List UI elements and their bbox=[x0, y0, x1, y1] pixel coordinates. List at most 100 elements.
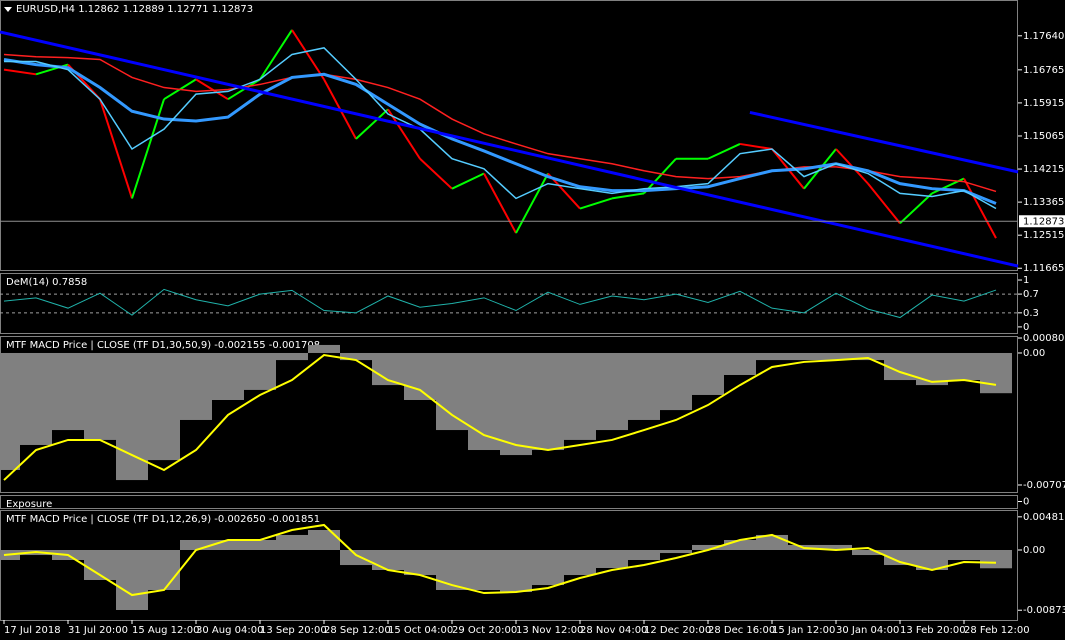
price-segment bbox=[355, 108, 389, 140]
histogram-bar bbox=[0, 352, 20, 470]
histogram-bar bbox=[244, 540, 276, 550]
histogram-bar bbox=[820, 544, 852, 550]
dem-frame bbox=[0, 273, 1018, 334]
histogram-bar bbox=[980, 352, 1012, 394]
histogram-bar bbox=[308, 530, 340, 550]
histogram-bar bbox=[660, 550, 692, 554]
price-segment bbox=[259, 29, 293, 80]
y-tick-label: 0 bbox=[1023, 322, 1029, 333]
histogram-bar bbox=[564, 352, 596, 440]
y-tick-label: 1.14215 bbox=[1023, 164, 1064, 175]
histogram-bar bbox=[532, 352, 564, 451]
price-segment bbox=[515, 173, 549, 234]
histogram-bar bbox=[404, 550, 436, 576]
histogram-bar bbox=[788, 352, 820, 361]
price-segment bbox=[867, 183, 901, 224]
x-tick-label: 30 Aug 04:00 bbox=[196, 625, 263, 636]
price-segment bbox=[451, 172, 485, 190]
last-price-box bbox=[1019, 215, 1065, 228]
y-tick-label: 0.000803 bbox=[1023, 333, 1065, 344]
price-segment bbox=[3, 68, 37, 76]
x-tick-label: 31 Jul 20:00 bbox=[68, 625, 128, 636]
histogram-bar bbox=[436, 352, 468, 431]
trend-line bbox=[0, 30, 1019, 268]
histogram-bar bbox=[340, 550, 372, 566]
menu-icon[interactable] bbox=[4, 7, 12, 12]
x-tick-label: 17 Jul 2018 bbox=[4, 625, 61, 636]
y-tick-label: 1.11665 bbox=[1023, 263, 1064, 274]
panel-title: DeM(14) 0.7858 bbox=[6, 277, 87, 288]
histogram-bar bbox=[52, 352, 84, 431]
histogram-bar bbox=[116, 352, 148, 481]
y-tick-label: 1.12515 bbox=[1023, 230, 1064, 241]
y-tick-label: -0.008733 bbox=[1023, 605, 1065, 616]
price-segment bbox=[963, 178, 997, 239]
histogram-bar bbox=[532, 550, 564, 586]
price-segment bbox=[803, 148, 837, 190]
x-tick-label: 12 Dec 20:00 bbox=[644, 625, 711, 636]
price-segment bbox=[131, 98, 165, 199]
histogram-bar bbox=[244, 352, 276, 390]
line-series bbox=[4, 47, 997, 210]
y-tick-label: 1.13365 bbox=[1023, 197, 1064, 208]
y-tick-label: 0.00 bbox=[1023, 348, 1045, 359]
price-segment bbox=[419, 158, 453, 190]
y-tick-label: 1.16765 bbox=[1023, 65, 1064, 76]
price-segment bbox=[387, 108, 421, 160]
price-segment bbox=[643, 158, 677, 195]
y-tick-label: 1.15915 bbox=[1023, 98, 1064, 109]
exposure-frame bbox=[0, 495, 1018, 509]
x-tick-label: 30 Jan 04:00 bbox=[836, 625, 899, 636]
panel-title: MTF MACD Price | CLOSE (TF D1,12,26,9) -… bbox=[6, 514, 320, 525]
histogram-bar bbox=[372, 550, 404, 570]
x-tick-label: 28 Feb 12:00 bbox=[964, 625, 1030, 636]
line-series bbox=[3, 353, 997, 481]
histogram-bar bbox=[660, 352, 692, 411]
y-tick-label: 0.3 bbox=[1023, 308, 1039, 319]
trend-line bbox=[749, 110, 1019, 174]
line-series bbox=[3, 523, 997, 597]
histogram-bar bbox=[84, 352, 116, 440]
price-segment bbox=[611, 192, 645, 200]
histogram-bar bbox=[468, 352, 500, 451]
histogram-bar bbox=[116, 550, 148, 610]
panel-title: Exposure bbox=[6, 499, 52, 510]
histogram-bar bbox=[436, 550, 468, 590]
price-segment bbox=[99, 98, 133, 199]
x-tick-label: 29 Oct 20:00 bbox=[452, 625, 517, 636]
histogram-bar bbox=[692, 352, 724, 395]
histogram-bar bbox=[564, 550, 596, 576]
histogram-bar bbox=[404, 352, 436, 401]
histogram-bar bbox=[340, 352, 372, 361]
price-segment bbox=[899, 192, 933, 225]
histogram-bar bbox=[276, 352, 308, 361]
line-series bbox=[3, 58, 997, 205]
histogram-bar bbox=[852, 550, 884, 556]
histogram-bar bbox=[212, 540, 244, 550]
x-tick-label: 13 Feb 20:00 bbox=[900, 625, 966, 636]
x-tick-label: 13 Nov 12:00 bbox=[516, 625, 583, 636]
x-tick-label: 13 Sep 20:00 bbox=[260, 625, 327, 636]
histogram-bar bbox=[180, 352, 212, 420]
histogram-bar bbox=[724, 540, 756, 550]
price-segment bbox=[579, 197, 613, 210]
histogram-bar bbox=[628, 352, 660, 420]
histogram-bar bbox=[212, 352, 244, 401]
y-tick-label: 1.15065 bbox=[1023, 131, 1064, 142]
histogram-bar bbox=[148, 550, 180, 590]
histogram-bar bbox=[692, 544, 724, 550]
last-price-label: 1.12873 bbox=[1023, 216, 1064, 227]
x-tick-label: 28 Dec 16:00 bbox=[708, 625, 775, 636]
y-tick-label: 0.00 bbox=[1023, 545, 1045, 556]
x-tick-label: 15 Aug 12:00 bbox=[132, 625, 199, 636]
price-segment bbox=[291, 29, 325, 80]
histogram-bar bbox=[276, 534, 308, 550]
histogram-bar bbox=[468, 550, 500, 590]
x-tick-label: 15 Jan 12:00 bbox=[772, 625, 835, 636]
panel-frames bbox=[0, 0, 1018, 621]
histogram-bar bbox=[628, 550, 660, 560]
main-frame bbox=[0, 0, 1018, 271]
line-series bbox=[3, 53, 997, 193]
price-segment bbox=[483, 173, 517, 234]
